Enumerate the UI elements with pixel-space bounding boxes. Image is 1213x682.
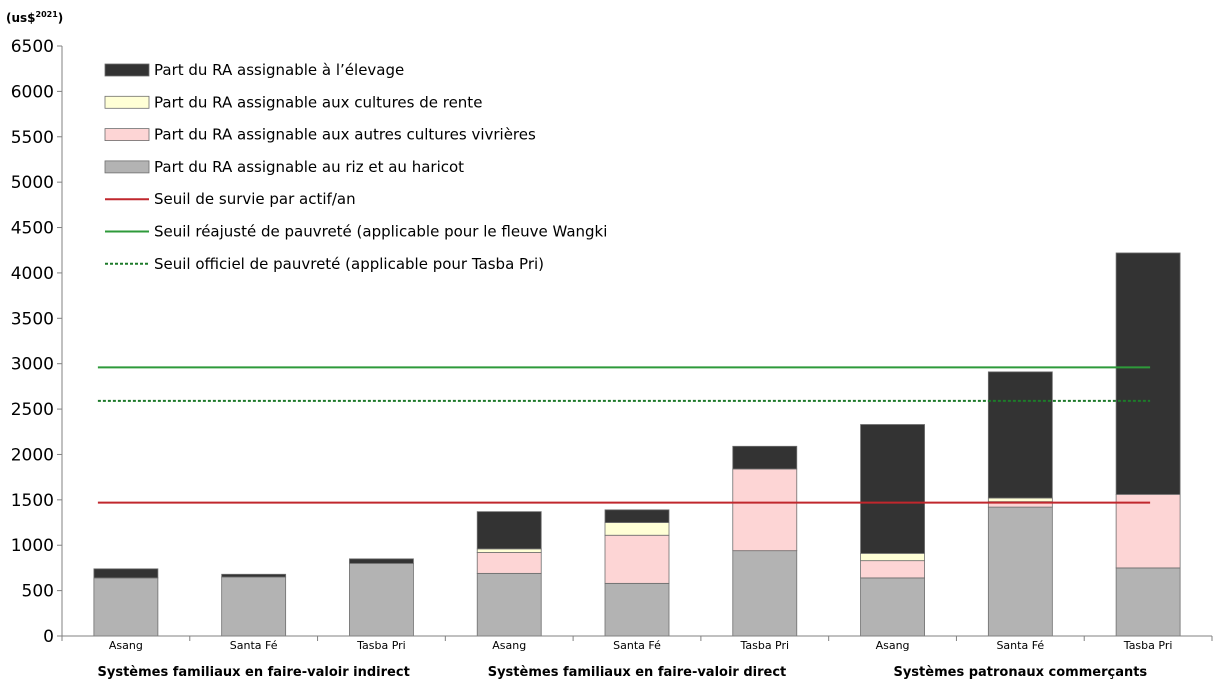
x-category-label: Asang [492, 639, 526, 652]
bar-segment [732, 550, 798, 637]
bar-segment [1115, 252, 1181, 495]
x-group-label: Systèmes familiaux en faire-valoir direc… [488, 665, 787, 680]
bar-segment [604, 582, 670, 637]
bar-segment [604, 534, 670, 584]
y-tick-label: 4500 [11, 219, 54, 239]
bar-segment [604, 522, 670, 536]
x-category-label: Asang [876, 639, 910, 652]
bar-segment [93, 577, 159, 637]
legend-swatch [104, 63, 150, 77]
reference-lines [97, 366, 1151, 504]
bars [93, 252, 1181, 637]
x-category-label: Santa Fé [613, 639, 661, 652]
x-category-label: Tasba Pri [356, 639, 406, 652]
x-category-label: Asang [109, 639, 143, 652]
bar-segment [860, 424, 925, 554]
y-axis-unit-superscript: 2021 [36, 10, 59, 19]
y-axis-unit-close: ) [58, 11, 63, 25]
x-category-label: Santa Fé [230, 639, 278, 652]
bar-segment [221, 573, 287, 578]
bar-segment [987, 506, 1053, 637]
y-tick-label: 6500 [11, 37, 54, 57]
y-tick-label: 6000 [11, 82, 54, 102]
y-tick-label: 1500 [11, 491, 54, 511]
bar-segment [860, 577, 925, 637]
bar-segment [987, 371, 1053, 499]
legend-label: Seuil réajusté de pauvreté (applicable p… [154, 223, 607, 241]
y-tick-label: 5500 [11, 128, 54, 148]
y-tick-label: 1000 [11, 536, 54, 556]
legend-swatch [104, 128, 150, 142]
legend-label: Part du RA assignable aux autres culture… [154, 126, 536, 144]
x-group-label: Systèmes familiaux en faire-valoir indir… [98, 665, 410, 680]
x-category-label: Tasba Pri [1123, 639, 1173, 652]
bar-segment [1115, 567, 1181, 637]
y-tick-label: 500 [22, 582, 54, 602]
bar-segment [987, 497, 1053, 503]
bar-segment [93, 568, 159, 579]
y-axis-unit-label: (us$2021) [6, 10, 63, 25]
bar-segment [476, 552, 542, 574]
legend-swatch [104, 95, 150, 109]
y-tick-label: 3000 [11, 355, 54, 375]
legend-label: Part du RA assignable au riz et au haric… [154, 158, 464, 176]
bar-segment [1115, 493, 1181, 569]
y-tick-label: 4000 [11, 264, 54, 284]
bar-segment [476, 511, 542, 550]
legend-label: Part du RA assignable à l’élevage [154, 61, 404, 79]
bar-segment [732, 445, 798, 470]
y-tick-label: 5000 [11, 173, 54, 193]
legend-label: Seuil de survie par actif/an [154, 190, 356, 208]
legend: Part du RA assignable à l’élevage Part du… [104, 61, 607, 273]
y-tick-label: 3500 [11, 309, 54, 329]
y-axis-unit-main: (us$ [6, 11, 36, 25]
bar-segment [860, 553, 925, 562]
bar-segment [860, 560, 925, 579]
bar-segment [349, 558, 414, 564]
bar-segment [349, 562, 414, 637]
bar-segment [604, 509, 670, 523]
legend-swatch [104, 160, 150, 174]
y-tick-label: 0 [43, 627, 54, 647]
legend-label: Part du RA assignable aux cultures de re… [154, 93, 482, 111]
bar-segment [221, 576, 287, 637]
y-axis: 0 500 1000 1500 2000 2500 3000 3500 4000 4500 5000… [11, 37, 63, 647]
x-category-label: Tasba Pri [739, 639, 789, 652]
x-group-label: Systèmes patronaux commerçants [893, 665, 1147, 680]
y-tick-label: 2500 [11, 400, 54, 420]
y-tick-label: 2000 [11, 445, 54, 465]
bar-segment [476, 572, 542, 637]
legend-label: Seuil officiel de pauvreté (applicable p… [154, 255, 544, 273]
x-category-label: Santa Fé [996, 639, 1044, 652]
bar-segment [476, 548, 542, 553]
bar-segment [732, 468, 798, 552]
x-axis: Asang Santa Fé Tasba Pri Asang Santa Fé Tasba… [61, 635, 1213, 680]
